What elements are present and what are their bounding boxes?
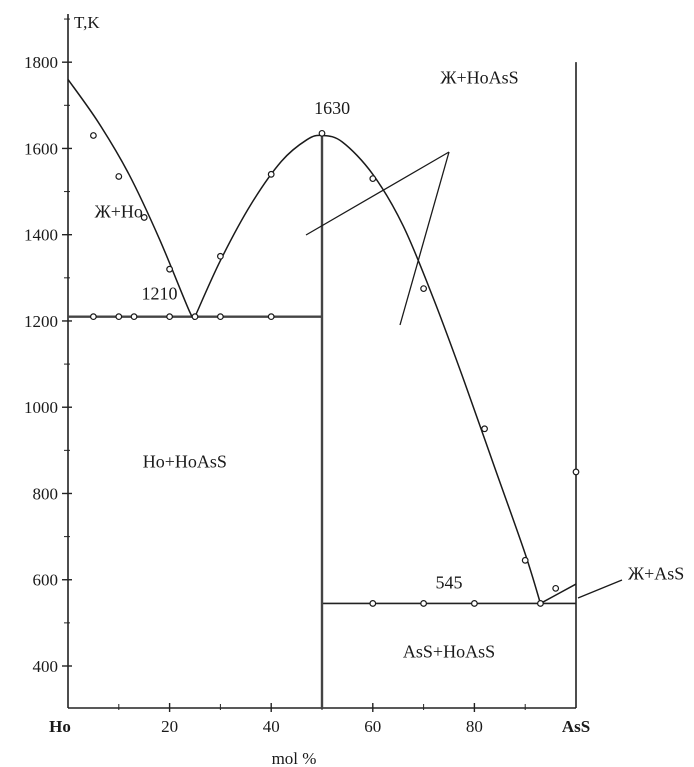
- x-tick-label: 60: [364, 717, 381, 736]
- data-point: [318, 129, 326, 137]
- y-tick-label: 1200: [24, 312, 58, 331]
- x-axis-label: mol %: [272, 749, 317, 767]
- data-point: [191, 313, 199, 321]
- y-tick-label: 1800: [24, 53, 58, 72]
- y-tick-label: 1400: [24, 226, 58, 245]
- leader-line: [399, 151, 450, 326]
- y-tick-label: 1600: [24, 139, 58, 158]
- data-point: [481, 425, 488, 433]
- labels: Ж1630Ж+HoAsSЖ+Ho1210Ho+HoAsS545AsS+HoAsS…: [95, 68, 685, 662]
- annotation-label: 1630: [314, 98, 350, 118]
- y-tick-label: 600: [33, 571, 59, 590]
- data-point: [369, 600, 377, 607]
- data-point: [166, 313, 174, 321]
- data-point: [140, 214, 148, 221]
- data-point: [267, 313, 275, 321]
- data-point: [216, 313, 224, 321]
- leader-line: [577, 579, 623, 599]
- liquidus-curve-1: [67, 78, 196, 320]
- x-tick-label: 80: [466, 717, 483, 736]
- data-point: [521, 556, 529, 564]
- phase-lines: [68, 62, 577, 708]
- x-tick-label: 20: [161, 717, 178, 736]
- data-point: [115, 173, 123, 180]
- y-tick-label: 400: [33, 657, 59, 676]
- annotation-label: Ж+HoAsS: [440, 68, 518, 88]
- data-points: [89, 129, 580, 607]
- data-point: [89, 313, 97, 321]
- data-point: [369, 175, 377, 183]
- annotation-label: 545: [436, 572, 463, 592]
- y-tick-label: 800: [33, 484, 59, 503]
- axes: 4006008001000120014001600180020002040608…: [24, 13, 590, 767]
- leader-line: [305, 151, 450, 236]
- data-point: [130, 313, 138, 321]
- data-point: [267, 170, 275, 178]
- x-end-label-left: Ho: [49, 717, 71, 736]
- x-end-label-right: AsS: [562, 717, 590, 736]
- x-tick-label: 40: [263, 717, 280, 736]
- data-point: [471, 600, 478, 607]
- data-point: [572, 468, 580, 476]
- annotation-label: Ho+HoAsS: [143, 452, 227, 472]
- data-point: [89, 132, 97, 139]
- data-point: [115, 313, 123, 321]
- data-point: [420, 285, 428, 293]
- annotation-label: AsS+HoAsS: [403, 641, 495, 661]
- data-point: [216, 252, 224, 260]
- y-tick-label: 1000: [24, 398, 58, 417]
- annotation-label: Ж+AsS: [628, 564, 684, 584]
- data-point: [166, 265, 174, 273]
- annotation-label: 1210: [141, 283, 177, 303]
- liquidus-curve-2: [194, 134, 542, 604]
- data-point: [552, 584, 560, 592]
- annotation-label: Ж+Ho: [95, 201, 143, 221]
- y-axis-label: T,K: [74, 13, 100, 32]
- data-point: [420, 600, 428, 607]
- data-point: [537, 600, 544, 607]
